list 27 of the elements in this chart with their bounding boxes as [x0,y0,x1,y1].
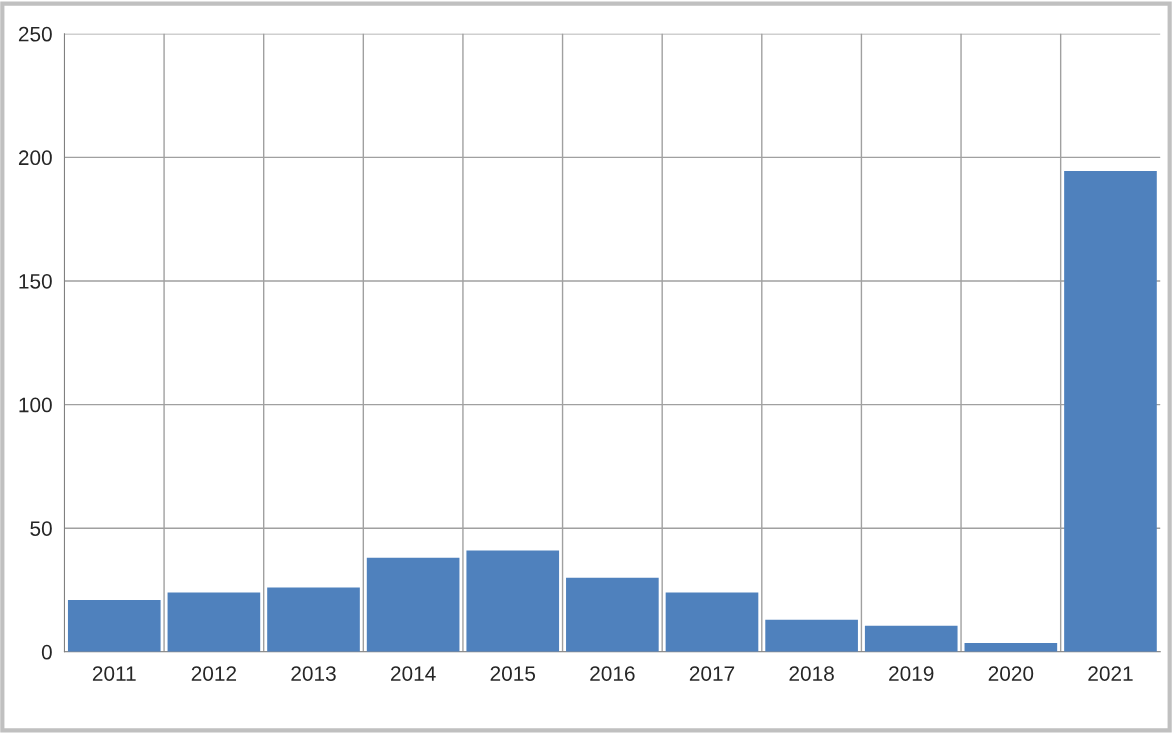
bar [67,599,161,652]
y-tick-label: 0 [41,644,52,660]
bar [366,557,460,652]
y-tick-label: 250 [18,26,52,42]
bar [566,577,659,652]
x-tick-label: 2014 [391,666,436,681]
y-tick-label: 150 [19,273,52,289]
x-tick-label: 2020 [988,666,1034,681]
x-tick-label: 2011 [92,666,136,681]
x-tick-label: 2019 [889,666,934,681]
x-tick-label: 2013 [291,666,336,681]
x-tick-label: 2016 [590,666,635,681]
bar [1064,170,1157,652]
bar [765,619,858,652]
y-tick-label: 50 [30,521,52,536]
x-tick-label: 2018 [789,666,834,681]
x-tick-label: 2012 [191,666,237,681]
x-tick-label: 2021 [1088,666,1133,681]
bar [267,587,360,652]
bar [466,550,560,652]
bar [665,592,759,652]
bar [167,592,261,652]
x-tick-label: 2015 [490,666,536,681]
x-tick-label: 2017 [689,666,735,681]
y-tick-label: 100 [19,397,52,413]
y-tick-label: 200 [18,150,52,166]
bar [864,625,958,652]
